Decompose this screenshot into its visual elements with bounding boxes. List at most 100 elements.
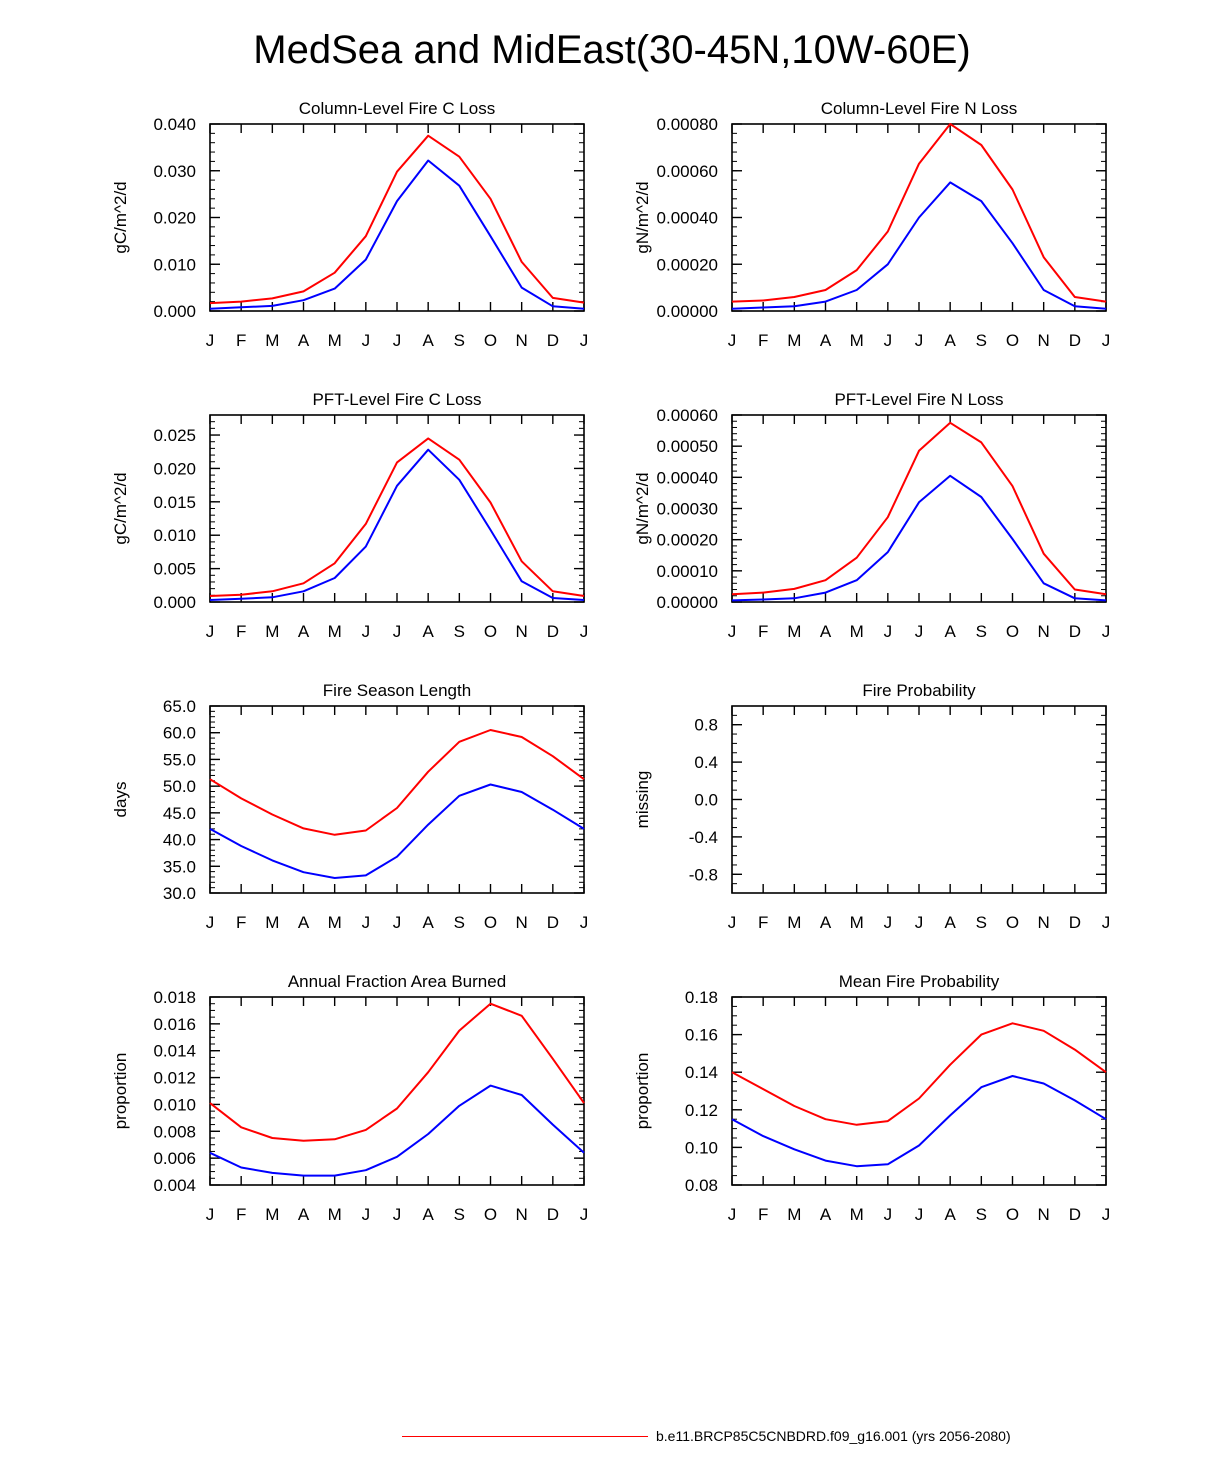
series-line-blue bbox=[731, 181, 1107, 310]
y-tick-label: 0.0 bbox=[694, 791, 718, 810]
y-tick-label: 0.025 bbox=[153, 426, 196, 445]
y-tick-label: 0.18 bbox=[685, 988, 718, 1007]
x-tick-label: A bbox=[298, 913, 310, 932]
x-tick-label: O bbox=[1006, 622, 1019, 641]
y-axis-label: days bbox=[111, 782, 130, 818]
x-tick-label: J bbox=[362, 913, 371, 932]
chart-title: Fire Season Length bbox=[323, 681, 471, 700]
x-tick-label: M bbox=[850, 1205, 864, 1224]
y-tick-label: 0.006 bbox=[153, 1149, 196, 1168]
x-tick-label: A bbox=[298, 622, 310, 641]
x-tick-label: M bbox=[328, 331, 342, 350]
y-tick-label: 55.0 bbox=[163, 750, 196, 769]
y-tick-label: 0.00000 bbox=[657, 593, 718, 612]
chart-title: PFT-Level Fire N Loss bbox=[834, 390, 1003, 409]
y-tick-label: 0.00010 bbox=[657, 562, 718, 581]
legend-label: b.e11.BRCP85C5CNBDRD.f09_g16.001 (yrs 20… bbox=[656, 1428, 1011, 1444]
x-tick-label: O bbox=[484, 1205, 497, 1224]
x-tick-label: J bbox=[362, 331, 371, 350]
x-tick-label: J bbox=[728, 913, 737, 932]
chart-title: Fire Probability bbox=[862, 681, 976, 700]
x-tick-label: N bbox=[1038, 331, 1050, 350]
plot-frame bbox=[209, 123, 585, 312]
series-line-red bbox=[731, 421, 1107, 596]
x-tick-label: S bbox=[976, 331, 987, 350]
x-tick-label: N bbox=[516, 1205, 528, 1224]
x-tick-label: M bbox=[787, 1205, 801, 1224]
plot-frame bbox=[731, 705, 1107, 894]
x-tick-label: O bbox=[1006, 913, 1019, 932]
x-tick-label: S bbox=[976, 913, 987, 932]
x-tick-label: M bbox=[328, 913, 342, 932]
y-axis-label: gN/m^2/d bbox=[633, 181, 652, 253]
x-tick-label: N bbox=[1038, 913, 1050, 932]
chart-frac: Annual Fraction Area Burned proportion J F M… bbox=[111, 972, 588, 1224]
x-tick-label: S bbox=[454, 1205, 465, 1224]
plot-frame bbox=[209, 705, 585, 894]
x-tick-label: D bbox=[547, 1205, 559, 1224]
x-tick-label: J bbox=[206, 622, 215, 641]
x-tick-label: N bbox=[1038, 1205, 1050, 1224]
y-tick-label: 0.014 bbox=[153, 1042, 196, 1061]
y-tick-label: 0.00080 bbox=[657, 115, 718, 134]
y-tick-label: 50.0 bbox=[163, 777, 196, 796]
x-tick-label: J bbox=[393, 913, 402, 932]
y-tick-label: 0.004 bbox=[153, 1176, 196, 1195]
x-tick-label: M bbox=[787, 913, 801, 932]
y-tick-label: 65.0 bbox=[163, 697, 196, 716]
x-tick-label: M bbox=[328, 622, 342, 641]
x-tick-label: J bbox=[728, 622, 737, 641]
figure-title: MedSea and MidEast(30-45N,10W-60E) bbox=[253, 28, 971, 72]
x-tick-label: S bbox=[976, 1205, 987, 1224]
x-tick-label: F bbox=[758, 913, 768, 932]
chart-title: Mean Fire Probability bbox=[839, 972, 1000, 991]
x-tick-label: F bbox=[236, 331, 246, 350]
series-line-blue bbox=[209, 448, 585, 601]
x-tick-label: O bbox=[484, 331, 497, 350]
y-tick-label: 0.000 bbox=[153, 593, 196, 612]
x-tick-label: S bbox=[454, 622, 465, 641]
x-tick-label: S bbox=[454, 331, 465, 350]
series-line-red bbox=[209, 1002, 585, 1142]
x-tick-label: F bbox=[236, 913, 246, 932]
x-tick-label: J bbox=[915, 1205, 924, 1224]
y-tick-label: 0.008 bbox=[153, 1122, 196, 1141]
x-tick-label: F bbox=[236, 622, 246, 641]
x-tick-label: M bbox=[850, 331, 864, 350]
x-tick-label: F bbox=[236, 1205, 246, 1224]
x-tick-label: O bbox=[1006, 1205, 1019, 1224]
x-tick-label: M bbox=[328, 1205, 342, 1224]
x-tick-label: M bbox=[850, 913, 864, 932]
chart-title: Annual Fraction Area Burned bbox=[288, 972, 506, 991]
x-tick-label: J bbox=[580, 1205, 589, 1224]
x-tick-label: A bbox=[422, 622, 434, 641]
y-axis-label: proportion bbox=[111, 1053, 130, 1130]
x-tick-label: A bbox=[820, 331, 832, 350]
y-tick-label: 0.4 bbox=[694, 753, 718, 772]
x-tick-label: D bbox=[547, 622, 559, 641]
x-tick-label: A bbox=[298, 331, 310, 350]
x-tick-label: D bbox=[547, 913, 559, 932]
series-line-red bbox=[731, 123, 1107, 303]
x-tick-label: S bbox=[976, 622, 987, 641]
x-tick-label: A bbox=[944, 1205, 956, 1224]
series-line-red bbox=[209, 729, 585, 836]
x-tick-label: D bbox=[1069, 622, 1081, 641]
y-tick-label: 0.010 bbox=[153, 526, 196, 545]
x-tick-label: N bbox=[516, 622, 528, 641]
x-tick-label: J bbox=[362, 622, 371, 641]
x-tick-label: N bbox=[516, 913, 528, 932]
y-tick-label: 0.00060 bbox=[657, 162, 718, 181]
x-tick-label: J bbox=[393, 622, 402, 641]
y-tick-label: 0.016 bbox=[153, 1015, 196, 1034]
y-tick-label: 0.012 bbox=[153, 1069, 196, 1088]
y-tick-label: 0.040 bbox=[153, 115, 196, 134]
x-tick-label: J bbox=[884, 1205, 893, 1224]
x-tick-label: J bbox=[580, 913, 589, 932]
y-tick-label: 30.0 bbox=[163, 884, 196, 903]
y-tick-label: 0.018 bbox=[153, 988, 196, 1007]
